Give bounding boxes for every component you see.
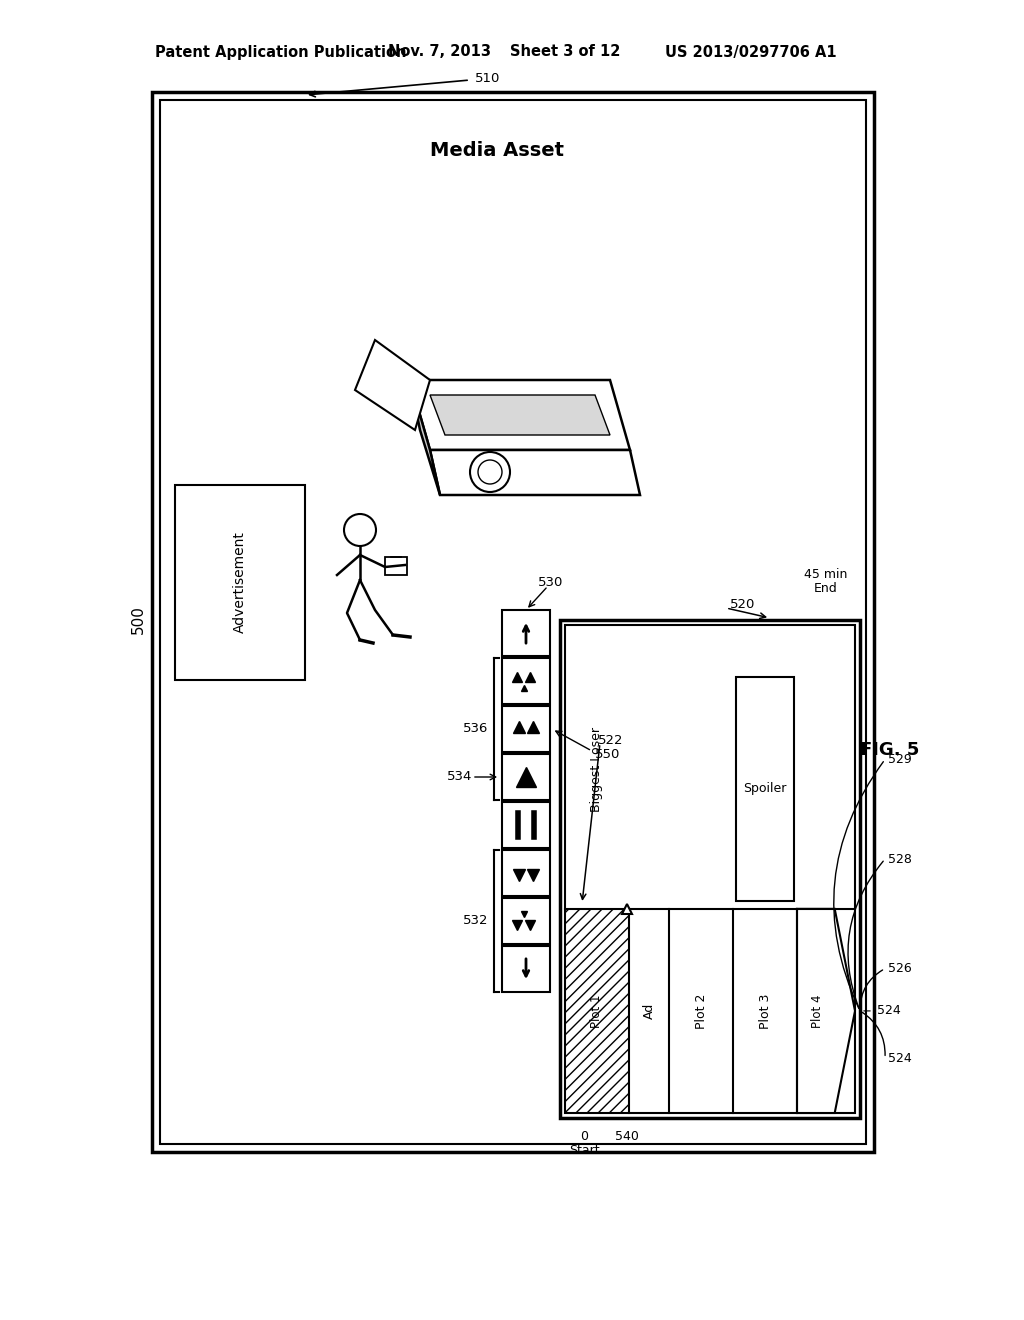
- Bar: [736, 677, 794, 900]
- Text: 500: 500: [130, 606, 145, 635]
- Text: 524: 524: [877, 1005, 901, 1018]
- Polygon shape: [410, 380, 630, 450]
- Bar: [502, 898, 550, 944]
- Text: Nov. 7, 2013: Nov. 7, 2013: [388, 45, 490, 59]
- Text: End: End: [814, 582, 838, 594]
- Text: Media Asset: Media Asset: [430, 140, 564, 160]
- Bar: [175, 484, 305, 680]
- Text: US 2013/0297706 A1: US 2013/0297706 A1: [665, 45, 837, 59]
- Text: Start: Start: [568, 1143, 599, 1156]
- Text: FIG. 5: FIG. 5: [860, 741, 920, 759]
- Text: Plot 4: Plot 4: [811, 994, 823, 1028]
- Text: 510: 510: [475, 71, 501, 84]
- Text: 530: 530: [539, 576, 563, 589]
- Text: 526: 526: [888, 962, 911, 975]
- Text: 550: 550: [595, 747, 621, 760]
- Bar: [160, 100, 866, 1144]
- Bar: [502, 706, 550, 752]
- Text: 534: 534: [446, 771, 472, 784]
- Text: Spoiler: Spoiler: [743, 783, 786, 795]
- Text: 520: 520: [730, 598, 756, 611]
- Polygon shape: [797, 909, 855, 1113]
- Text: Plot 1: Plot 1: [591, 994, 603, 1028]
- Text: Plot 3: Plot 3: [759, 993, 772, 1028]
- Text: Biggest Loser: Biggest Loser: [591, 727, 603, 812]
- Text: Patent Application Publication: Patent Application Publication: [155, 45, 407, 59]
- Bar: [385, 557, 407, 576]
- Text: 536: 536: [463, 722, 488, 735]
- Bar: [152, 92, 874, 1152]
- Polygon shape: [410, 380, 440, 495]
- Text: 529: 529: [888, 752, 911, 766]
- Bar: [565, 624, 855, 1113]
- Bar: [502, 610, 550, 656]
- Bar: [565, 909, 629, 1113]
- Text: 45 min: 45 min: [804, 569, 848, 582]
- Polygon shape: [430, 450, 640, 495]
- Text: 528: 528: [888, 853, 912, 866]
- Text: 0: 0: [581, 1130, 588, 1143]
- Bar: [560, 620, 860, 1118]
- Bar: [502, 754, 550, 800]
- Polygon shape: [355, 341, 430, 430]
- Text: Plot 2: Plot 2: [695, 993, 708, 1028]
- Text: Sheet 3 of 12: Sheet 3 of 12: [510, 45, 621, 59]
- Polygon shape: [430, 395, 610, 436]
- Text: Ad: Ad: [643, 1003, 655, 1019]
- Text: 540: 540: [614, 1130, 639, 1143]
- Text: 524: 524: [888, 1052, 911, 1065]
- Text: Advertisement: Advertisement: [233, 532, 247, 634]
- Bar: [502, 850, 550, 896]
- Bar: [502, 803, 550, 847]
- Bar: [502, 657, 550, 704]
- Text: 532: 532: [463, 915, 488, 928]
- Text: 522: 522: [598, 734, 624, 747]
- Bar: [502, 946, 550, 993]
